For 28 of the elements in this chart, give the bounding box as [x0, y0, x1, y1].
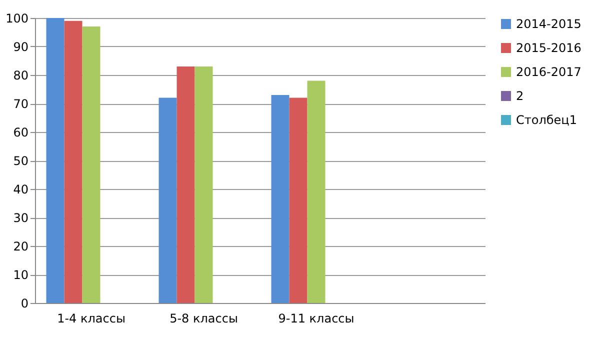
bar: [64, 20, 82, 303]
bar: [46, 18, 64, 303]
legend-label: Столбец1: [516, 113, 577, 127]
y-tick-label: 90: [13, 40, 28, 54]
bar: [176, 66, 195, 303]
x-tick-label: 1-4 классы: [57, 312, 126, 326]
y-tick-label: 20: [13, 240, 28, 254]
bar: [271, 94, 290, 303]
legend-label: 2016-2017: [516, 65, 582, 79]
x-tick-label: 9-11 классы: [278, 312, 354, 326]
y-tick-label: 30: [13, 211, 28, 225]
legend-label: 2014-2015: [516, 17, 582, 31]
y-tick-label: 70: [13, 97, 28, 111]
legend-label: 2: [516, 89, 524, 103]
y-tick-label: 50: [13, 154, 28, 168]
bar: [307, 80, 326, 303]
x-tick-label: 5-8 классы: [170, 312, 238, 326]
bar: [289, 98, 308, 303]
bar: [82, 26, 100, 303]
y-tick-label: 80: [13, 68, 28, 82]
y-tick-label: 40: [13, 182, 28, 196]
y-tick-label: 0: [20, 296, 28, 310]
bar: [158, 98, 177, 303]
legend-label: 2015-2016: [516, 41, 582, 55]
y-tick-label: 10: [13, 268, 28, 282]
y-tick-label: 60: [13, 126, 28, 140]
y-tick-label: 100: [6, 12, 28, 26]
bar: [194, 66, 213, 303]
